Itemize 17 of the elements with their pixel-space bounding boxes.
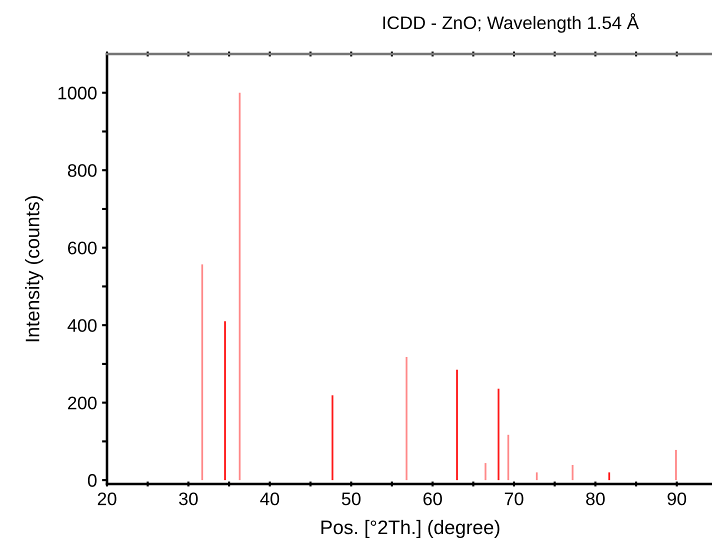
y-tick-label: 1000 bbox=[58, 86, 97, 100]
x-tick-label: 40 bbox=[260, 492, 280, 506]
x-axis-title: Pos. [°2Th.] (degree) bbox=[321, 520, 500, 538]
y-tick-label: 600 bbox=[68, 242, 97, 254]
y-axis-title: Intensity (counts) bbox=[25, 196, 44, 342]
x-tick-label: 70 bbox=[504, 492, 524, 506]
y-tick-label: 800 bbox=[68, 164, 97, 177]
chart-title: ICDD - ZnO; Wavelength 1.54 Å bbox=[383, 13, 639, 33]
x-tick-label: 20 bbox=[98, 492, 116, 506]
y-tick-label: 0 bbox=[88, 474, 97, 487]
x-tick-label: 30 bbox=[179, 492, 198, 506]
x-tick-label: 50 bbox=[342, 492, 361, 506]
y-tick-label: 200 bbox=[68, 396, 97, 410]
y-tick-label: 400 bbox=[68, 319, 97, 332]
x-tick-label: 90 bbox=[668, 492, 686, 506]
x-tick-label: 60 bbox=[423, 492, 442, 506]
x-tick-label: 80 bbox=[586, 492, 605, 506]
